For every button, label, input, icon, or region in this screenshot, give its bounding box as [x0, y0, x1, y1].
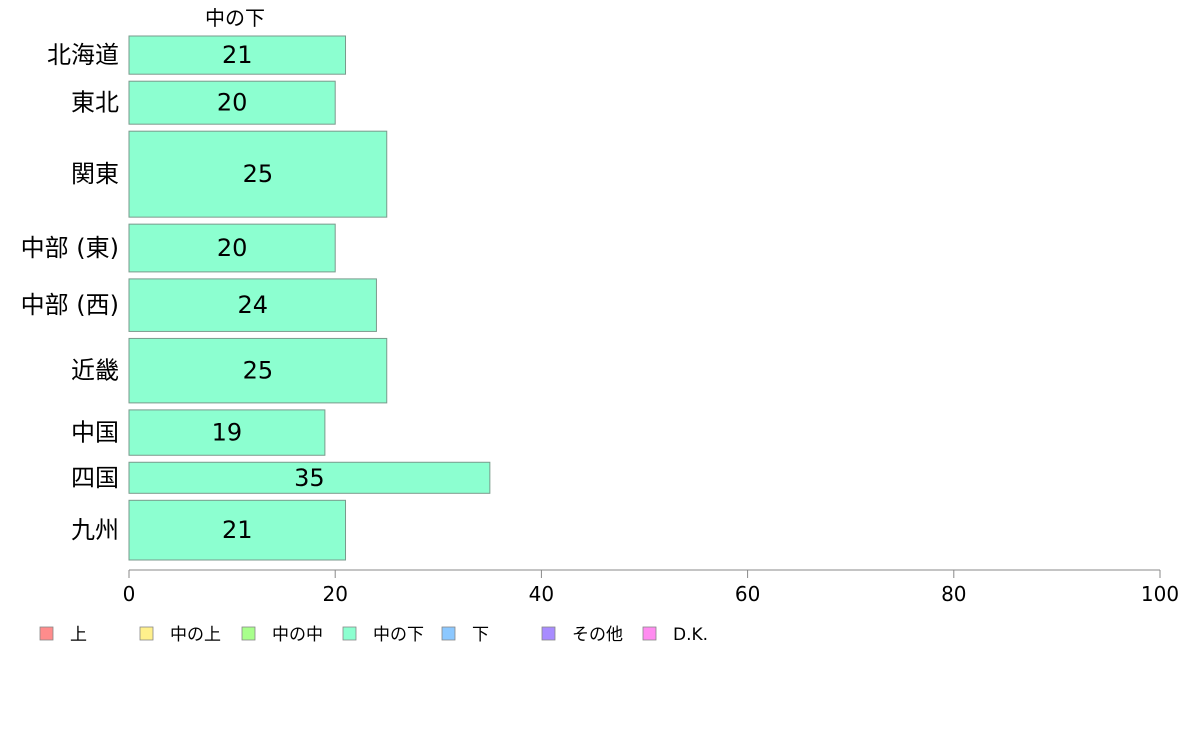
bar-1 — [128, 80, 336, 125]
legend-label-3: 中の下 — [373, 625, 424, 645]
x-tick-label-2: 40 — [529, 582, 554, 606]
legend-swatch-0 — [39, 626, 54, 641]
category-label-2: 関東 — [71, 160, 119, 188]
x-tick-label-4: 80 — [941, 582, 966, 606]
x-axis: 0 20 40 60 80 100 — [123, 569, 1179, 606]
legend-swatch-3 — [342, 626, 357, 641]
x-tick-label-0: 0 — [123, 582, 136, 606]
legend: 上 中の上 中の中 中の下 下 その他 D.K. — [39, 625, 708, 645]
bar-2 — [128, 130, 388, 218]
legend-swatch-2 — [241, 626, 256, 641]
category-label-1: 東北 — [71, 89, 119, 117]
category-label-4: 中部 (西) — [21, 291, 119, 319]
legend-swatch-1 — [139, 626, 154, 641]
legend-label-1: 中の上 — [170, 625, 221, 645]
bar-8 — [128, 499, 347, 561]
legend-label-5: その他 — [572, 625, 623, 645]
x-tick-label-5: 100 — [1141, 582, 1179, 606]
value-label-0: 21 — [222, 41, 253, 69]
value-label-5: 25 — [243, 357, 274, 385]
bar-5 — [128, 337, 388, 404]
legend-swatch-4 — [441, 626, 456, 641]
value-label-4: 24 — [237, 291, 268, 319]
category-label-3: 中部 (東) — [21, 234, 119, 262]
x-tick-label-3: 60 — [735, 582, 760, 606]
category-label-0: 北海道 — [47, 41, 119, 69]
x-tick-label-1: 20 — [322, 582, 347, 606]
legend-swatch-5 — [541, 626, 556, 641]
bar-6 — [128, 409, 326, 456]
bar-7 — [128, 461, 491, 494]
value-label-2: 25 — [243, 160, 274, 188]
bar-group: 北海道 21 東北 20 関東 25 中部 (東) 20 中部 (西) 24 近畿 25 中国 19 四国 3… — [21, 35, 491, 561]
value-label-7: 35 — [294, 464, 325, 492]
value-label-6: 19 — [212, 419, 243, 447]
legend-label-2: 中の中 — [272, 625, 323, 645]
legend-label-4: 下 — [472, 625, 489, 645]
value-label-3: 20 — [217, 234, 248, 262]
bar-0 — [128, 35, 347, 75]
legend-label-6: D.K. — [673, 625, 708, 645]
legend-swatch-6 — [642, 626, 657, 641]
value-label-8: 21 — [222, 516, 253, 544]
legend-label-0: 上 — [70, 625, 87, 645]
category-label-7: 四国 — [71, 464, 119, 492]
column-header: 中の下 — [205, 6, 265, 30]
bar-4 — [128, 278, 377, 332]
bar-3 — [128, 223, 336, 273]
category-label-5: 近畿 — [71, 357, 119, 385]
value-label-1: 20 — [217, 89, 248, 117]
category-label-6: 中国 — [71, 419, 119, 447]
category-label-8: 九州 — [71, 516, 119, 544]
